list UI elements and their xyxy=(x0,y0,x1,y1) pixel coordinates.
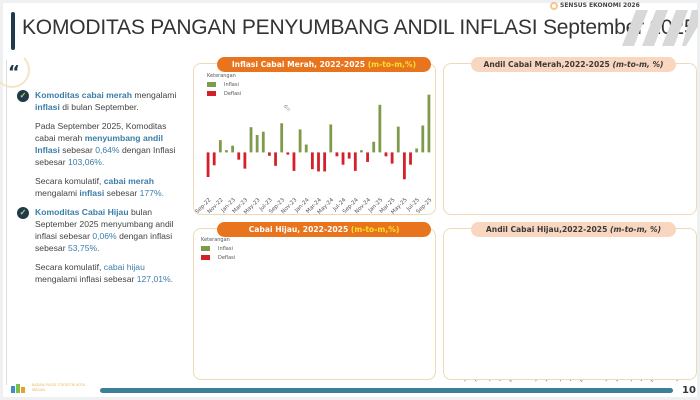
legend-swatch-inflasi xyxy=(207,82,216,87)
bar xyxy=(317,152,320,172)
summary-block-hijau: ✓ Komoditas Cabai Hijau bulan September … xyxy=(17,206,187,285)
chart-card-merah-inflasi xyxy=(193,63,436,215)
summary-hijau-2: Secara komulatif, cabai hijau mengalami … xyxy=(35,262,174,284)
page-title: KOMODITAS PANGAN PENYUMBANG ANDIL INFLAS… xyxy=(22,16,696,39)
summary-text: ✓ Komoditas cabai merah mengalami inflas… xyxy=(17,89,187,292)
title-accent-bar xyxy=(11,12,15,50)
bar xyxy=(286,152,290,155)
decorative-stripes-icon xyxy=(622,10,698,46)
bar xyxy=(390,152,394,164)
check-icon: ✓ xyxy=(17,207,29,219)
chart-title-hijau-inflasi: Cabai Hijau, 2022-2025 (m-to-m,%) xyxy=(217,222,431,237)
summary-hijau-1: Komoditas Cabai Hijau bulan September 20… xyxy=(35,207,174,253)
bar xyxy=(347,152,351,159)
summary-merah-1: Komoditas cabai merah mengalami inflasi … xyxy=(35,90,177,112)
legend-hijau: Keterangan Inflasi Deflasi xyxy=(201,237,236,261)
bar xyxy=(360,150,363,153)
bar xyxy=(261,131,265,153)
chart-card-merah-andil xyxy=(443,63,697,215)
chart-card-hijau-andil xyxy=(443,228,697,380)
check-icon: ✓ xyxy=(17,90,29,102)
bar xyxy=(329,124,333,153)
bar xyxy=(243,152,247,169)
bar xyxy=(353,152,357,171)
summary-merah-3: Secara komulatif, cabai merah mengalami … xyxy=(35,176,164,198)
bar xyxy=(310,152,314,170)
page-number: 10 xyxy=(682,385,696,396)
bar xyxy=(427,94,431,153)
bar xyxy=(280,123,284,153)
legend-swatch-deflasi xyxy=(207,91,216,96)
bar xyxy=(274,152,277,166)
chart-card-hijau-inflasi xyxy=(193,228,436,380)
legend-merah: Keterangan Inflasi Deflasi xyxy=(207,73,242,97)
chart-merah_inflasi: Sep-22Nov-22Jan-23Mar-23May-23Jul-23Sep-… xyxy=(195,94,434,216)
bar xyxy=(415,148,419,153)
bar xyxy=(366,152,369,162)
bar xyxy=(225,150,228,153)
chart-title-merah-andil: Andil Cabai Merah,2022-2025 (m-to-m, %) xyxy=(471,57,676,72)
bar xyxy=(206,152,210,178)
bps-logo-icon xyxy=(11,384,25,393)
bar xyxy=(304,144,308,153)
bar xyxy=(378,104,382,153)
bps-logo-text: BADAN PUSAT STATISTIK KOTA MEDAN xyxy=(32,383,86,392)
chart-title-hijau-andil: Andil Cabai Hijau,2022-2025 (m-to-m, %) xyxy=(471,222,676,237)
mouse-cursor-icon: ⇖ xyxy=(283,103,292,114)
legend-swatch-inflasi xyxy=(201,246,210,251)
bar xyxy=(231,145,235,153)
bar xyxy=(341,152,345,165)
chart-title-merah-inflasi: Inflasi Cabai Merah, 2022-2025 (m-to-m,%… xyxy=(217,57,431,72)
bar xyxy=(218,140,222,153)
footer-bar xyxy=(100,388,673,393)
bar xyxy=(268,152,271,156)
legend-swatch-deflasi xyxy=(201,255,210,260)
bar xyxy=(292,152,296,171)
bar xyxy=(212,152,216,166)
bar xyxy=(402,152,406,180)
summary-merah-2: Pada September 2025, Komoditas cabai mer… xyxy=(35,121,176,167)
bar xyxy=(421,125,425,153)
bar xyxy=(396,126,400,153)
bar xyxy=(298,129,302,153)
bar xyxy=(323,152,327,172)
quote-icon: “ xyxy=(8,62,20,83)
bar xyxy=(249,127,253,153)
quote-decoration xyxy=(0,52,30,88)
sensus-logo: SENSUS EKONOMI 2026 xyxy=(550,2,640,10)
summary-panel xyxy=(6,60,190,385)
bar xyxy=(335,152,339,157)
summary-block-merah: ✓ Komoditas cabai merah mengalami inflas… xyxy=(17,89,187,199)
bar xyxy=(255,135,259,153)
bar xyxy=(384,152,388,157)
bar xyxy=(409,152,412,165)
bar xyxy=(372,141,376,153)
bar xyxy=(237,152,241,160)
